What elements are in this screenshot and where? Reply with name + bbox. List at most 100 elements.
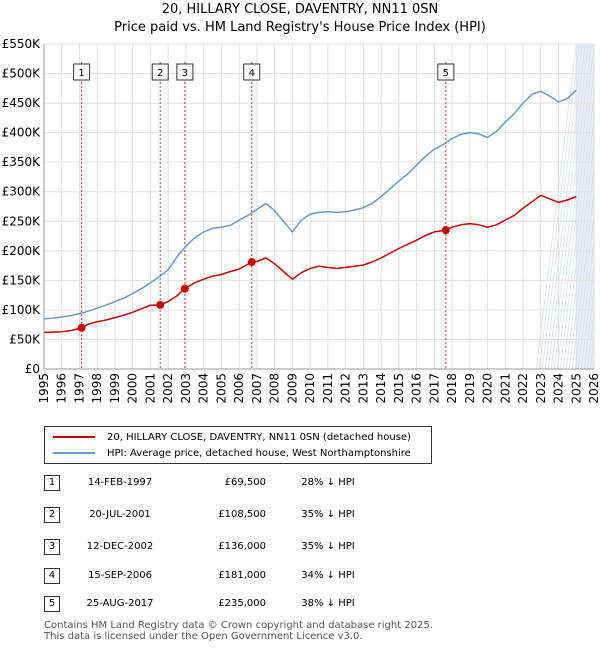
sale-hpi-diff: 38% ↓ HPI: [301, 598, 355, 609]
sale-hpi-diff: 35% ↓ HPI: [301, 541, 355, 552]
forecast-hatch: [544, 44, 586, 369]
property-series-line: [43, 194, 577, 334]
forecast-hatch: [562, 116, 594, 369]
y-tick-label: £0: [25, 362, 40, 376]
sale-price: £181,000: [218, 570, 266, 581]
x-tick-label: 2015: [392, 373, 406, 404]
hpi-series-line: [43, 89, 577, 320]
y-tick-label: £400K: [2, 126, 42, 140]
legend-item-hpi: HPI: Average price, detached house, West…: [53, 446, 411, 460]
sale-price: £136,000: [218, 541, 266, 552]
sale-marker-label: 5: [443, 68, 449, 79]
legend-swatch-hpi: [53, 452, 95, 454]
y-tick-label: £550K: [2, 37, 42, 51]
x-tick-label: 2010: [303, 373, 317, 404]
footer-licence: This data is licensed under the Open Gov…: [44, 631, 363, 642]
sale-marker-label: 4: [249, 68, 255, 79]
sale-price: £69,500: [224, 477, 266, 488]
forecast-hatch: [538, 44, 580, 369]
sale-number-badge: 2: [44, 507, 60, 523]
y-tick-label: £300K: [2, 185, 42, 199]
x-tick-label: 2002: [161, 373, 175, 404]
sale-marker-box: [73, 63, 91, 81]
sale-point: [156, 300, 165, 309]
sale-marker-box: [176, 63, 194, 81]
forecast-hatch: [541, 44, 583, 369]
sale-marker-label: 2: [157, 68, 163, 79]
sale-marker-label: 1: [78, 68, 84, 79]
x-tick-label: 2001: [143, 373, 157, 404]
x-tick-label: 1995: [37, 373, 51, 404]
sale-number-badge: 3: [44, 539, 60, 555]
chart-subtitle: Price paid vs. HM Land Registry's House …: [114, 20, 486, 35]
chart-title: 20, HILLARY CLOSE, DAVENTRY, NN11 0SN: [161, 2, 439, 17]
sale-date: 14-FEB-1997: [87, 477, 153, 488]
x-tick-label: 2018: [445, 373, 459, 404]
y-tick-label: £150K: [2, 273, 42, 287]
forecast-hatch: [596, 44, 600, 369]
sale-point: [180, 284, 189, 293]
x-tick-label: 1999: [108, 373, 122, 404]
sale-point: [441, 226, 450, 235]
x-tick-label: 2017: [427, 373, 441, 404]
sale-date: 20-JUL-2001: [89, 509, 151, 520]
sale-hpi-diff: 28% ↓ HPI: [301, 477, 355, 488]
table-row: 3 12-DEC-2002 £136,000 35% ↓ HPI: [0, 539, 600, 561]
sale-marker-box: [437, 63, 455, 81]
x-tick-label: 2005: [214, 373, 228, 404]
legend-label-hpi: HPI: Average price, detached house, West…: [107, 447, 411, 459]
forecast-hatch: [580, 263, 594, 369]
y-tick-label: £500K: [2, 67, 42, 81]
x-tick-label: 2000: [126, 373, 140, 404]
sale-marker-box: [243, 63, 261, 81]
forecast-hatch: [574, 214, 594, 369]
x-tick-label: 1996: [55, 373, 69, 404]
legend-swatch-property: [53, 436, 95, 438]
sale-hpi-diff: 35% ↓ HPI: [301, 509, 355, 520]
x-tick-label: 2016: [410, 373, 424, 404]
sale-date: 12-DEC-2002: [86, 541, 154, 552]
sale-point: [77, 323, 86, 332]
table-row: 4 15-SEP-2006 £181,000 34% ↓ HPI: [0, 568, 600, 590]
x-tick-label: 2025: [569, 373, 583, 404]
x-tick-label: 2004: [197, 373, 211, 404]
sale-hpi-diff: 34% ↓ HPI: [301, 570, 355, 581]
y-tick-label: £50K: [9, 332, 41, 346]
table-row: 2 20-JUL-2001 £108,500 35% ↓ HPI: [0, 507, 600, 529]
forecast-hatch: [571, 189, 594, 369]
x-tick-label: 2007: [250, 373, 264, 404]
sale-point: [247, 258, 256, 267]
x-tick-label: 2023: [534, 373, 548, 404]
x-tick-label: 2012: [339, 373, 353, 404]
x-tick-label: 2014: [374, 373, 388, 404]
x-tick-label: 1997: [72, 373, 86, 404]
x-tick-label: 2008: [268, 373, 282, 404]
sale-marker-box: [151, 63, 169, 81]
y-tick-label: £100K: [2, 303, 42, 317]
x-tick-label: 2003: [179, 373, 193, 404]
forecast-hatch: [577, 238, 594, 369]
x-tick-label: 2011: [321, 373, 335, 404]
table-row: 1 14-FEB-1997 £69,500 28% ↓ HPI: [0, 475, 600, 497]
forecast-hatch: [583, 287, 594, 369]
sale-number-badge: 4: [44, 568, 60, 584]
sale-number-badge: 5: [44, 596, 60, 612]
forecast-hatch: [553, 44, 594, 369]
x-tick-label: 2024: [552, 373, 566, 404]
forecast-shading: [576, 44, 594, 369]
y-tick-label: £350K: [2, 155, 42, 169]
forecast-hatch: [556, 68, 594, 369]
forecast-hatch: [550, 44, 592, 369]
x-tick-label: 2019: [463, 373, 477, 404]
forecast-hatch: [547, 44, 589, 369]
sale-price: £108,500: [218, 509, 266, 520]
sale-date: 25-AUG-2017: [86, 598, 154, 609]
forecast-hatch: [565, 141, 594, 369]
x-tick-label: 1998: [90, 373, 104, 404]
sale-marker-label: 3: [182, 68, 188, 79]
y-tick-label: £200K: [2, 244, 42, 258]
footer: Contains HM Land Registry data © Crown c…: [44, 620, 433, 642]
x-tick-label: 2022: [516, 373, 530, 404]
forecast-hatch: [535, 44, 577, 369]
x-tick-label: 2020: [481, 373, 495, 404]
